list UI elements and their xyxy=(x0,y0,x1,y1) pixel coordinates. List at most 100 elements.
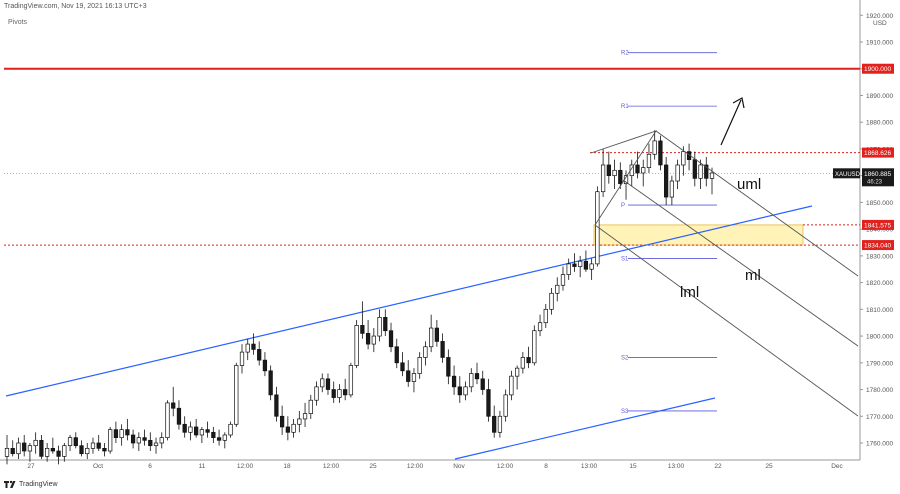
candle-body xyxy=(417,357,422,374)
up-arrow-head xyxy=(732,97,745,109)
candle-body xyxy=(188,426,193,433)
y-tick-label: 1850.000 xyxy=(866,200,893,207)
candle-body xyxy=(440,341,445,358)
candle-body xyxy=(325,378,331,390)
candle-body xyxy=(497,415,503,433)
x-tick-label: 12:00 xyxy=(497,463,514,470)
candle-body xyxy=(635,164,640,174)
pitchfork-upper-line xyxy=(655,130,859,277)
candle-body xyxy=(377,317,382,337)
candle-body xyxy=(27,445,33,452)
chart-source-header: TradingView.com, Nov 19, 2021 16:13 UTC+… xyxy=(4,3,147,10)
candle-body xyxy=(709,172,715,179)
candle-body xyxy=(578,260,583,267)
candle-body xyxy=(245,343,250,353)
footer-brand[interactable]: TradingView xyxy=(4,480,58,489)
x-tick-label: 22 xyxy=(714,463,722,470)
candle-body xyxy=(560,274,566,286)
current-price-box xyxy=(862,168,894,187)
candle-body xyxy=(85,447,90,455)
candle-body xyxy=(148,439,153,447)
candle-body xyxy=(606,164,611,177)
x-tick-label: 12:00 xyxy=(323,463,340,470)
candle-body xyxy=(446,357,451,377)
y-tick-label: 1780.000 xyxy=(866,387,893,394)
y-tick-label: 1880.000 xyxy=(866,120,893,127)
candle-body xyxy=(537,322,543,332)
candle-body xyxy=(159,437,164,444)
candle-body xyxy=(171,402,176,409)
candle-body xyxy=(211,431,216,439)
y-tick-label: 1920.000 xyxy=(866,13,893,20)
candle-body xyxy=(423,346,428,358)
x-tick-label: 6 xyxy=(148,463,152,470)
pivot-label-r2: R2 xyxy=(621,51,629,57)
candle-body xyxy=(549,292,554,310)
candle-body xyxy=(371,335,376,345)
pivot-label-s2: S2 xyxy=(621,355,629,361)
candle-body xyxy=(463,386,468,396)
candle-body xyxy=(520,357,525,369)
candle-body xyxy=(257,349,262,361)
symbol-label-box xyxy=(833,168,860,179)
candle-body xyxy=(279,415,285,428)
y-tick-label: 1830.000 xyxy=(866,253,893,260)
annotation-lml: lml xyxy=(680,284,699,301)
y-tick-label: 1890.000 xyxy=(866,93,893,100)
candle-body xyxy=(704,164,709,179)
candle-body xyxy=(96,442,101,449)
x-tick-label: Nov xyxy=(453,463,465,470)
candle-body xyxy=(142,437,147,441)
candle-body xyxy=(486,389,491,417)
price-label-text: 1868.626 xyxy=(864,150,891,157)
x-tick-label: 25 xyxy=(765,463,773,470)
price-label-box xyxy=(862,147,894,158)
candle-body xyxy=(514,367,520,377)
pivot-label-s1: S1 xyxy=(621,257,629,263)
y-tick-label: 1810.000 xyxy=(866,307,893,314)
candle-body xyxy=(10,447,15,455)
x-tick-label: 27 xyxy=(27,463,35,470)
candle-body xyxy=(108,429,113,452)
x-tick-label: Dec xyxy=(831,463,843,470)
candle-body xyxy=(388,330,394,348)
candle-body xyxy=(646,153,652,168)
candle-body xyxy=(136,437,141,444)
candle-body xyxy=(199,429,205,436)
pitchfork-lower-line xyxy=(594,224,859,417)
candle-body xyxy=(205,429,210,433)
up-arrow-shaft xyxy=(720,99,742,146)
x-tick-label: 12:00 xyxy=(237,463,254,470)
x-tick-label: 11 xyxy=(199,463,206,470)
y-tick-label: 1910.000 xyxy=(866,40,893,47)
candle-body xyxy=(566,263,571,275)
candle-body xyxy=(664,164,669,198)
symbol-label: XAUUSD xyxy=(835,172,861,178)
candle-body xyxy=(383,317,388,332)
candle-body xyxy=(469,373,474,388)
annotation-ml: ml xyxy=(745,267,761,284)
currency-label: USD xyxy=(873,20,887,27)
x-tick-label: 18 xyxy=(283,463,291,470)
current-price-value: 1860.885 xyxy=(864,171,891,178)
candle-body xyxy=(22,442,27,452)
candle-body xyxy=(285,426,290,433)
tradingview-logo-icon xyxy=(4,480,16,488)
candle-body xyxy=(119,429,124,439)
price-label-text: 1834.040 xyxy=(864,243,891,250)
y-tick-label: 1840.000 xyxy=(866,227,893,234)
candle-body xyxy=(492,415,497,433)
candle-body xyxy=(228,423,233,436)
candle-body xyxy=(268,370,273,396)
candle-body xyxy=(343,389,348,396)
candle-body xyxy=(457,386,462,396)
y-tick-label: 1820.000 xyxy=(866,280,893,287)
candle-body xyxy=(669,180,675,198)
candle-body xyxy=(354,325,359,366)
candle-body xyxy=(216,437,222,441)
candle-body xyxy=(692,159,697,179)
candle-body xyxy=(234,365,239,425)
candle-body xyxy=(56,450,61,457)
candle-body xyxy=(652,140,657,155)
